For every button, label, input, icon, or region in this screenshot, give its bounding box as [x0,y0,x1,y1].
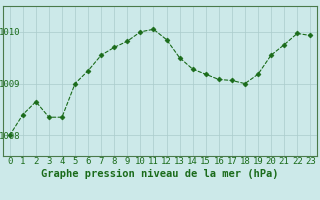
X-axis label: Graphe pression niveau de la mer (hPa): Graphe pression niveau de la mer (hPa) [41,169,279,179]
